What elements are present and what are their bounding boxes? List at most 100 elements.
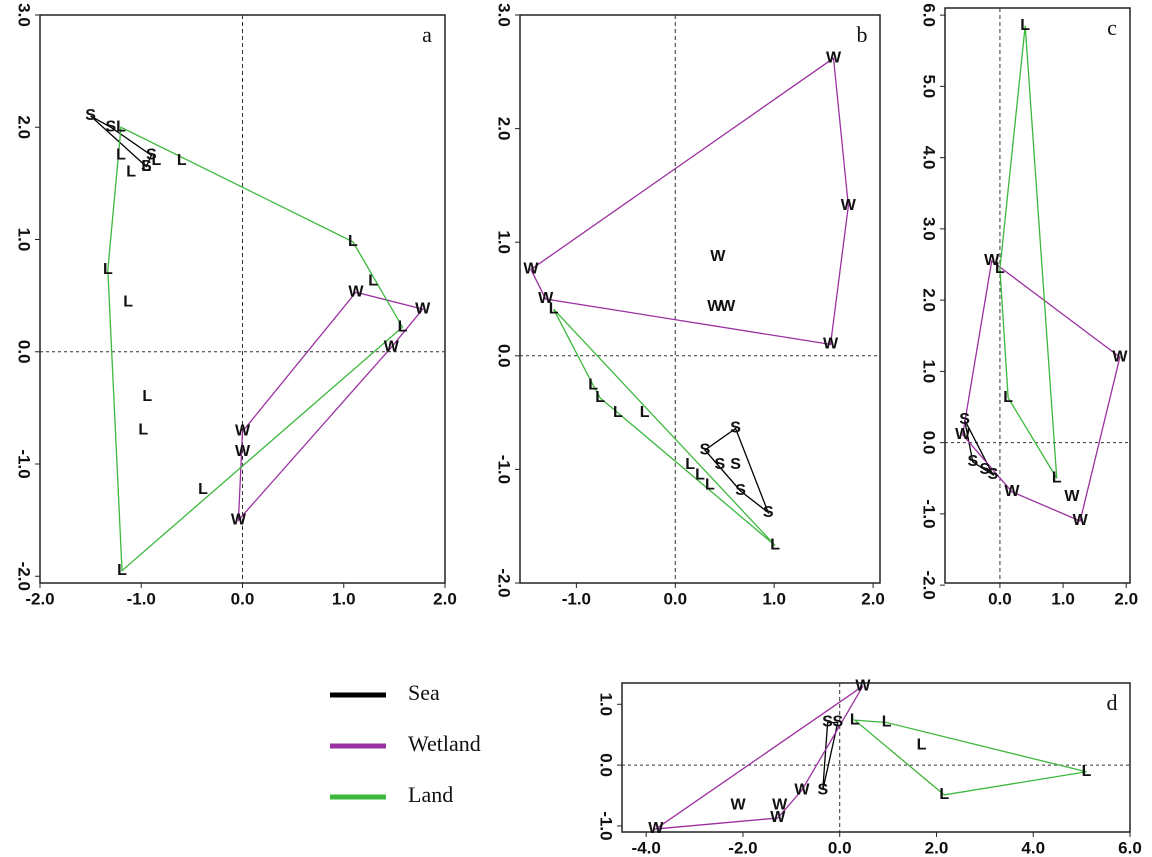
point-marker: S (959, 411, 970, 428)
point-marker: S (85, 107, 96, 124)
point-marker: L (141, 158, 151, 175)
y-tick-label: 0.0 (15, 340, 34, 364)
point-marker: W (1073, 512, 1089, 529)
point-marker: L (398, 318, 408, 335)
legend-label: Sea (408, 680, 440, 705)
y-tick-label: 3.0 (495, 3, 514, 27)
point-marker: L (103, 261, 113, 278)
point-marker: S (763, 504, 774, 521)
group-hull (90, 115, 153, 168)
point-marker: W (955, 426, 971, 443)
point-marker: S (817, 781, 828, 798)
x-tick-label: 2.0 (861, 589, 885, 608)
point-marker: W (823, 336, 839, 353)
plot-frame (519, 14, 881, 584)
x-tick-label: 1.0 (762, 589, 786, 608)
y-tick-label: -2.0 (15, 562, 34, 591)
point-marker: W (794, 781, 810, 798)
point-marker: W (720, 298, 736, 315)
group-hull (999, 25, 1058, 479)
y-tick-label: 1.0 (15, 228, 34, 252)
point-marker: L (882, 714, 892, 731)
y-tick-label: 2.0 (495, 117, 514, 141)
group-hull (553, 308, 776, 547)
point-marker: S (988, 466, 999, 483)
point-marker: L (850, 711, 860, 728)
point-marker: L (685, 456, 695, 473)
y-tick-label: -1.0 (15, 449, 34, 478)
point-marker: S (146, 147, 157, 164)
panel: -2.0 -1.0 0.0 1.0 2.0-2.0-1.00.01.02.03.0aSS… (15, 3, 457, 608)
point-marker: W (415, 300, 431, 317)
y-tick-label: -2.0 (495, 568, 514, 597)
point-marker: L (640, 404, 650, 421)
point-marker: S (832, 714, 843, 731)
panel-label: d (1107, 690, 1118, 715)
x-tick-label: -2.0 (25, 589, 54, 608)
point-marker: L (123, 294, 133, 311)
point-marker: W (770, 809, 786, 826)
point-marker: W (235, 443, 251, 460)
x-tick-label: -1.0 (562, 589, 591, 608)
point-marker: L (549, 300, 559, 317)
y-tick-label: -1.0 (920, 499, 939, 528)
x-tick-label: 4.0 (1021, 838, 1045, 857)
y-tick-label: 5.0 (920, 75, 939, 99)
point-marker: L (1003, 389, 1013, 406)
x-tick-label: 1.0 (332, 589, 356, 608)
plot-frame (944, 7, 1131, 584)
point-marker: W (1112, 348, 1128, 365)
group-hull (653, 685, 864, 830)
point-marker: L (117, 562, 127, 579)
point-marker: S (141, 158, 152, 175)
x-tick-label: 0.0 (663, 589, 687, 608)
x-tick-label: 0.0 (988, 589, 1012, 608)
point-marker: L (198, 481, 208, 498)
point-marker: L (116, 118, 126, 135)
x-tick-label: 0.0 (231, 589, 255, 608)
point-marker: L (1082, 763, 1092, 780)
point-marker: W (1004, 483, 1020, 500)
x-tick-label: 0.0 (828, 838, 852, 857)
group-hull (530, 57, 850, 346)
panel: 0.0 1.0 2.0 -2.0 -1.0 0.0 1.0 2.0 3.0 4.0 5.0 6.0 c S… (920, 3, 1139, 608)
y-tick-label: 6.0 (920, 3, 939, 27)
point-marker: L (126, 163, 136, 180)
point-marker: L (368, 272, 378, 289)
point-marker: L (177, 152, 187, 169)
y-tick-label: 1.0 (920, 360, 939, 384)
y-tick-label: -1.0 (597, 811, 616, 840)
y-tick-label: 0.0 (597, 753, 616, 777)
panel-label: a (422, 22, 432, 47)
point-marker: L (595, 389, 605, 406)
point-marker: L (348, 233, 358, 250)
y-tick-label: 0.0 (920, 431, 939, 455)
y-tick-label: -1.0 (495, 455, 514, 484)
point-marker: L (613, 404, 623, 421)
point-marker: S (967, 453, 978, 470)
y-tick-label: 1.0 (495, 230, 514, 254)
point-marker: S (735, 482, 746, 499)
point-marker: L (917, 736, 927, 753)
y-tick-label: 3.0 (15, 3, 34, 27)
point-marker: L (939, 786, 949, 803)
point-marker: W (648, 820, 664, 837)
point-marker: W (348, 283, 364, 300)
point-marker: W (841, 197, 857, 214)
legend-label: Land (408, 782, 453, 807)
point-marker: L (770, 537, 780, 554)
point-marker: W (538, 290, 554, 307)
point-marker: W (707, 298, 723, 315)
y-tick-label: 3.0 (920, 217, 939, 241)
group-hull (852, 719, 1087, 796)
x-tick-label: -2.0 (728, 838, 757, 857)
panel-label: c (1107, 15, 1117, 40)
y-tick-label: -2.0 (920, 570, 939, 599)
x-tick-label: 2.0 (433, 589, 457, 608)
point-marker: W (984, 252, 1000, 269)
point-marker: S (714, 456, 725, 473)
point-marker: L (116, 147, 126, 164)
